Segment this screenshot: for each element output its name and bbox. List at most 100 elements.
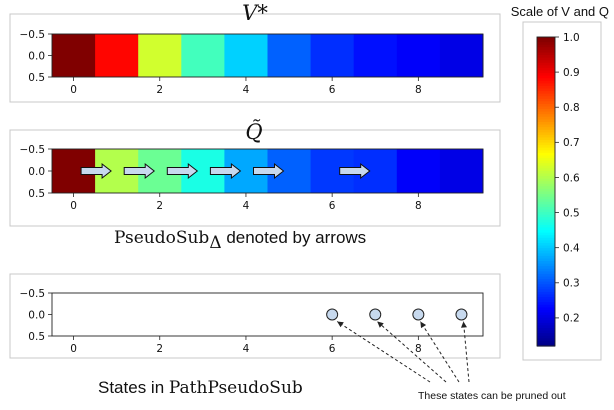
v-star-cell: [396, 34, 441, 77]
colorbar-segment: [537, 57, 555, 61]
pseudosub-caption: PseudoSubΔ denoted by arrows: [114, 228, 366, 253]
colorbar-segment: [537, 96, 555, 100]
colorbar-segment: [537, 137, 555, 141]
colorbar-segment: [537, 119, 555, 123]
v-star-cell: [138, 34, 182, 77]
colorbar-tick-label: 0.3: [563, 278, 580, 290]
colorbar-segment: [537, 222, 555, 226]
colorbar-segment: [537, 150, 555, 154]
prune-arrow-head: [420, 321, 427, 329]
panel-v-star: V* −0.5 0.0 0.5 0 2 4 6 8: [9, 1, 501, 103]
colorbar-segment: [537, 289, 555, 293]
colorbar-segment: [537, 65, 555, 69]
colorbar-segment: [537, 127, 555, 131]
colorbar-segment: [537, 147, 555, 151]
v-star-cell: [439, 34, 484, 77]
colorbar-segment: [537, 109, 555, 113]
colorbar-segment: [537, 158, 555, 162]
colorbar-tick-label: 0.9: [563, 67, 580, 79]
prune-annotation-arrows: [336, 321, 470, 383]
colorbar-segment: [537, 181, 555, 185]
colorbar-segment: [537, 168, 555, 172]
colorbar-segment: [537, 304, 555, 308]
colorbar-segment: [537, 325, 555, 329]
colorbar-tick-label: 1.0: [563, 32, 580, 44]
colorbar-segment: [537, 75, 555, 79]
colorbar: Scale of V and Q 1.0 0.9 0.8 0.7 0.6 0.5 0.4 0.…: [511, 4, 609, 361]
colorbar-segment: [537, 333, 555, 337]
q-tilde-heatmap: −0.5 0.0 0.5 0 2 4 6 8: [20, 144, 484, 212]
q-tilde-cell: [439, 149, 484, 193]
colorbar-segment: [537, 60, 555, 64]
colorbar-segment: [537, 199, 555, 203]
v-star-xtick-label: 4: [243, 84, 250, 96]
colorbar-segment: [537, 335, 555, 339]
colorbar-segment: [537, 253, 555, 257]
colorbar-segment: [537, 206, 555, 211]
prune-annotation: These states can be pruned out: [418, 390, 566, 402]
pruned-state-point: [326, 308, 339, 321]
colorbar-segment: [537, 80, 555, 84]
colorbar-segment: [537, 73, 555, 77]
colorbar-segment: [537, 67, 555, 72]
pruned-ytick-label: −0.5: [20, 288, 46, 300]
colorbar-segment: [537, 140, 555, 144]
q-tilde-xtick-label: 2: [156, 200, 163, 212]
colorbar-segment: [537, 309, 555, 314]
colorbar-segment: [537, 343, 555, 347]
v-star-xtick-label: 8: [415, 84, 422, 96]
colorbar-segment: [537, 62, 555, 66]
q-tilde-cell: [396, 149, 441, 193]
colorbar-segment: [537, 183, 555, 187]
q-tilde-ytick-label: −0.5: [20, 144, 46, 156]
v-star-ytick-label: 0.0: [28, 50, 45, 62]
colorbar-segment: [537, 178, 555, 182]
colorbar-tick-label: 0.6: [563, 172, 580, 184]
colorbar-segment: [537, 317, 555, 321]
colorbar-segment: [537, 286, 555, 290]
prune-arrow-line: [336, 321, 431, 383]
colorbar-segment: [537, 281, 555, 285]
colorbar-segment: [537, 39, 555, 43]
colorbar-segment: [537, 83, 555, 87]
colorbar-segment: [537, 44, 555, 48]
pruned-state-point: [455, 308, 468, 321]
colorbar-frame: [522, 21, 602, 361]
colorbar-segment: [537, 279, 555, 283]
colorbar-segment: [537, 338, 555, 342]
v-star-cell: [95, 34, 139, 77]
pseudosub-caption-subscript: Δ: [209, 233, 221, 253]
colorbar-segment: [537, 186, 555, 190]
colorbar-segment: [537, 134, 555, 139]
colorbar-segment: [537, 196, 555, 200]
colorbar-segment: [537, 297, 555, 301]
colorbar-segment: [537, 106, 555, 110]
panel-q-tilde: Q̃ −0.5 0.0 0.5 0 2 4 6 8 PseudoSubΔ denoted by…: [9, 120, 501, 253]
colorbar-title: Scale of V and Q: [511, 4, 609, 19]
prune-arrow-head: [337, 321, 344, 328]
colorbar-segment: [537, 85, 555, 90]
colorbar-segment: [537, 124, 555, 128]
v-star-cell: [267, 34, 312, 77]
colorbar-segment: [537, 320, 555, 324]
colorbar-segment: [537, 121, 555, 126]
v-star-cell: [52, 34, 96, 77]
colorbar-segment: [537, 93, 555, 97]
pruned-xtick-label: 8: [415, 343, 422, 355]
pseudosub-caption-math: PseudoSub: [114, 228, 209, 248]
colorbar-segment: [537, 129, 555, 133]
pruned-state-point: [369, 308, 382, 321]
prune-arrow-line: [419, 321, 460, 383]
colorbar-segment: [537, 268, 555, 272]
colorbar-segment: [537, 250, 555, 254]
colorbar-segment: [537, 273, 555, 278]
v-star-heatmap: −0.5 0.0 0.5 0 2 4 6 8: [20, 29, 484, 96]
v-star-xtick-label: 6: [329, 84, 336, 96]
colorbar-segment: [537, 70, 555, 74]
colorbar-segment: [537, 330, 555, 334]
colorbar-segment: [537, 132, 555, 136]
colorbar-segment: [537, 142, 555, 146]
colorbar-segment: [537, 201, 555, 205]
colorbar-segment: [537, 322, 555, 326]
